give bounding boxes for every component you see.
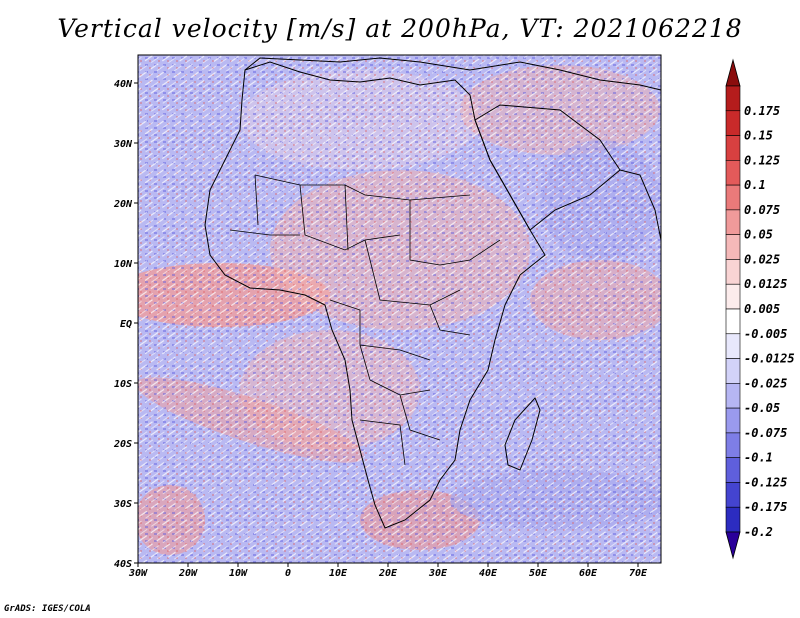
lat-label: 40S	[114, 559, 132, 570]
colorbar-bin	[725, 432, 741, 458]
colorbar-label: 0.05	[744, 228, 773, 242]
colorbar-bin	[725, 110, 741, 136]
lon-label: 50E	[529, 568, 548, 579]
lon-label: 30E	[428, 568, 448, 579]
plot-frame	[137, 54, 662, 564]
colorbar-bin	[725, 184, 741, 211]
colorbar-label: 0.025	[744, 252, 780, 266]
colorbar-label: 0.125	[744, 153, 780, 167]
colorbar-label: 0.15	[744, 129, 773, 143]
colorbar-label: -0.125	[744, 475, 787, 489]
lon-label: 70E	[629, 568, 648, 579]
lon-label: 30W	[128, 568, 148, 579]
lat-label: 10N	[114, 259, 133, 270]
arabia-coastline	[474, 104, 621, 231]
lon-label: 10E	[329, 568, 348, 579]
lat-label: 30N	[113, 139, 133, 150]
lon-label: 20W	[178, 568, 198, 579]
colorbar-bin	[725, 85, 741, 112]
colorbar-label: -0.0125	[744, 352, 795, 366]
colorbar-bin	[725, 135, 741, 161]
lat-label: 30S	[113, 499, 132, 510]
colorbar-bin	[725, 506, 741, 533]
vertical-velocity-field	[138, 55, 661, 563]
colorbar-label: -0.1	[744, 451, 773, 465]
colorbar-max-arrow	[725, 58, 741, 87]
colorbar-label: -0.175	[744, 500, 787, 514]
colorbar-label: -0.025	[744, 376, 787, 390]
lat-label: 20N	[113, 199, 133, 210]
colorbar-label: -0.075	[744, 426, 787, 440]
colorbar-bin	[725, 259, 741, 285]
colorbar-bin	[725, 358, 741, 384]
grads-credit: GrADS: IGES/COLA	[4, 604, 91, 614]
colorbar-min-arrow	[725, 531, 741, 560]
longitude-axis: 30W 20W 10W 0 10E 20E 30E 40E 50E 60E 70E	[128, 563, 648, 579]
colorbar-bin	[725, 234, 741, 260]
lat-label: 20S	[113, 439, 132, 450]
lon-label: 10W	[229, 568, 248, 579]
colorbar-label: -0.05	[744, 401, 780, 415]
country-borders	[229, 174, 501, 466]
latitude-axis: 40N 30N 20N 10N EQ 10S 20S 30S 40S	[113, 79, 138, 570]
colorbar-bin	[725, 308, 741, 335]
lon-label: 20E	[378, 568, 398, 579]
africa-coastline	[204, 61, 546, 529]
madagascar-coastline	[504, 397, 541, 471]
colorbar-bin	[725, 407, 741, 434]
colorbar-bin	[725, 482, 741, 508]
colorbar-bin	[725, 283, 741, 310]
colorbar-label: 0.0125	[744, 277, 787, 291]
lon-label: 0	[285, 568, 291, 579]
lat-label: 10S	[114, 379, 132, 390]
colorbar-bin	[725, 333, 741, 359]
colorbar-bin	[725, 457, 741, 483]
colorbar-label: 0.075	[744, 203, 780, 217]
lat-label: 40N	[114, 79, 133, 90]
colorbar: 0.175 0.15 0.125 0.1 0.075 0.05 0.025 0.0125 0.0…	[725, 58, 795, 560]
colorbar-label: -0.2	[744, 525, 773, 539]
map-title: Vertical velocity [m/s] at 200hPa, VT: 2…	[57, 14, 743, 43]
colorbar-label: 0.175	[744, 104, 780, 118]
colorbar-bin	[725, 209, 741, 235]
colorbar-bin	[725, 383, 741, 409]
lon-label: 40E	[479, 568, 498, 579]
europe-coastline	[244, 57, 662, 91]
india-coastline	[619, 169, 662, 241]
colorbar-bin	[725, 160, 741, 186]
colorbar-label: 0.005	[744, 302, 780, 316]
lon-label: 60E	[579, 568, 598, 579]
lat-label: EQ	[120, 319, 132, 330]
colorbar-label: -0.005	[744, 327, 787, 341]
coastlines	[204, 57, 662, 529]
colorbar-label: 0.1	[744, 178, 766, 192]
